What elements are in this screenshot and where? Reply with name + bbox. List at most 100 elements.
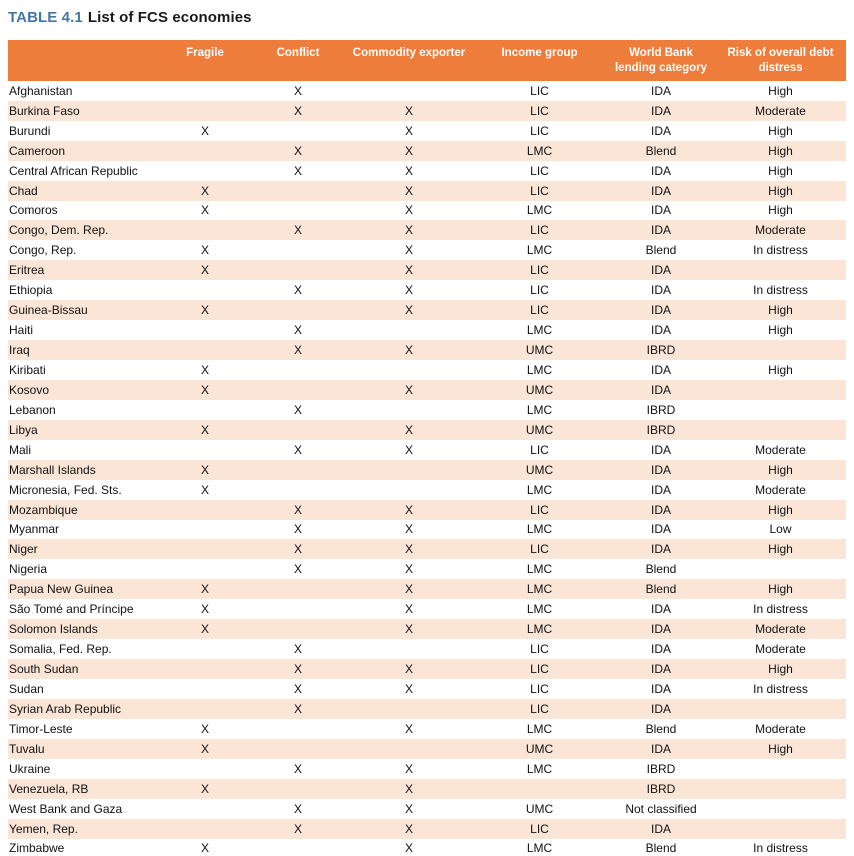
cell-conflict: X	[293, 542, 302, 557]
cell-conflict: X	[293, 761, 302, 776]
cell-commodity-exporter: X	[404, 203, 413, 218]
cell-lending-category: IDA	[650, 263, 671, 278]
table-row: Syrian Arab Republic X LIC IDA	[8, 698, 846, 719]
cell-commodity-exporter	[346, 480, 472, 500]
country-cell: Chad	[9, 183, 38, 198]
cell-lending-category: IDA	[650, 362, 671, 377]
cell-lending-category: IBRD	[646, 422, 676, 437]
cell-fragile	[160, 819, 250, 839]
cell-lending-category: IDA	[650, 741, 671, 756]
col-header-debt-distress: Risk of overall debt distress	[715, 40, 846, 81]
cell-income-group: LMC	[526, 721, 553, 736]
cell-debt-distress: High	[768, 303, 793, 318]
country-cell: Burundi	[9, 123, 51, 138]
cell-lending-category: IBRD	[646, 781, 676, 796]
cell-income-group: LMC	[526, 522, 553, 537]
cell-debt-distress: Low	[769, 522, 792, 537]
country-cell: Libya	[9, 422, 38, 437]
table-row: Solomon Islands X X LMC IDA Moderate	[8, 619, 846, 640]
cell-fragile	[160, 520, 250, 540]
cell-fragile: X	[200, 602, 209, 617]
cell-fragile	[160, 161, 250, 181]
cell-fragile: X	[200, 382, 209, 397]
cell-lending-category: IBRD	[646, 761, 676, 776]
cell-debt-distress	[715, 340, 846, 360]
cell-fragile: X	[200, 462, 209, 477]
cell-debt-distress	[715, 400, 846, 420]
col-header-commodity-exporter: Commodity exporter	[346, 40, 472, 81]
cell-fragile: X	[200, 721, 209, 736]
cell-debt-distress: High	[768, 123, 793, 138]
cell-income-group: LIC	[530, 303, 549, 318]
cell-lending-category: IDA	[650, 283, 671, 298]
cell-commodity-exporter: X	[404, 243, 413, 258]
cell-lending-category: IBRD	[646, 402, 676, 417]
table-row: Mozambique X X LIC IDA High	[8, 499, 846, 520]
cell-conflict: X	[293, 821, 302, 836]
table-row: Libya X X UMC IBRD	[8, 419, 846, 440]
cell-debt-distress: In distress	[753, 602, 808, 617]
cell-commodity-exporter: X	[404, 662, 413, 677]
table-row: Micronesia, Fed. Sts. X LMC IDA Moderate	[8, 480, 846, 500]
country-cell: Ethiopia	[9, 283, 53, 298]
country-cell: Zimbabwe	[9, 840, 65, 855]
cell-lending-category: IBRD	[646, 343, 676, 358]
cell-income-group: LMC	[526, 761, 553, 776]
cell-conflict	[250, 719, 346, 739]
table-row: Guinea-Bissau X X LIC IDA High	[8, 300, 846, 321]
cell-fragile	[160, 559, 250, 579]
country-cell: Solomon Islands	[9, 622, 98, 637]
cell-commodity-exporter: X	[404, 821, 413, 836]
cell-fragile	[160, 759, 250, 779]
cell-income-group: LIC	[530, 103, 549, 118]
cell-lending-category: IDA	[650, 622, 671, 637]
cell-debt-distress	[715, 759, 846, 779]
cell-debt-distress: Moderate	[755, 721, 806, 736]
table-row: Congo, Dem. Rep. X X LIC IDA Moderate	[8, 220, 846, 241]
cell-fragile	[160, 220, 250, 240]
cell-conflict	[250, 839, 346, 856]
cell-lending-category: IDA	[650, 183, 671, 198]
country-cell: Micronesia, Fed. Sts.	[9, 482, 122, 497]
cell-lending-category: IDA	[650, 821, 671, 836]
table-row: Eritrea X X LIC IDA	[8, 260, 846, 281]
cell-lending-category: Blend	[645, 582, 677, 597]
cell-debt-distress: High	[768, 163, 793, 178]
cell-conflict: X	[293, 642, 302, 657]
cell-conflict	[250, 619, 346, 639]
cell-commodity-exporter: X	[404, 123, 413, 138]
cell-lending-category: IDA	[650, 323, 671, 338]
cell-conflict	[250, 380, 346, 400]
cell-conflict: X	[293, 681, 302, 696]
table-row: Niger X X LIC IDA High	[8, 539, 846, 560]
cell-lending-category: Blend	[645, 243, 677, 258]
cell-lending-category: IDA	[650, 662, 671, 677]
cell-conflict: X	[293, 442, 302, 457]
cell-commodity-exporter: X	[404, 382, 413, 397]
cell-income-group: LMC	[526, 602, 553, 617]
table-row: Burkina Faso X X LIC IDA Moderate	[8, 100, 846, 121]
cell-conflict	[250, 181, 346, 201]
cell-lending-category: IDA	[650, 223, 671, 238]
table-row: Sudan X X LIC IDA In distress	[8, 679, 846, 699]
cell-lending-category: IDA	[650, 163, 671, 178]
cell-income-group: LMC	[526, 482, 553, 497]
country-cell: Tuvalu	[9, 741, 45, 756]
table-row: Ethiopia X X LIC IDA In distress	[8, 280, 846, 300]
cell-debt-distress: High	[768, 462, 793, 477]
cell-lending-category: Blend	[645, 562, 677, 577]
cell-lending-category: IDA	[650, 522, 671, 537]
cell-debt-distress: Moderate	[755, 622, 806, 637]
cell-conflict: X	[293, 402, 302, 417]
cell-fragile: X	[200, 482, 209, 497]
cell-conflict: X	[293, 701, 302, 716]
cell-commodity-exporter: X	[404, 622, 413, 637]
cell-commodity-exporter: X	[404, 522, 413, 537]
table-row: Myanmar X X LMC IDA Low	[8, 520, 846, 540]
cell-commodity-exporter	[346, 639, 472, 659]
cell-income-group: UMC	[525, 422, 554, 437]
table-row: Haiti X LMC IDA High	[8, 320, 846, 340]
country-cell: Sudan	[9, 681, 44, 696]
table-row: Kosovo X X UMC IDA	[8, 379, 846, 400]
cell-commodity-exporter: X	[404, 263, 413, 278]
